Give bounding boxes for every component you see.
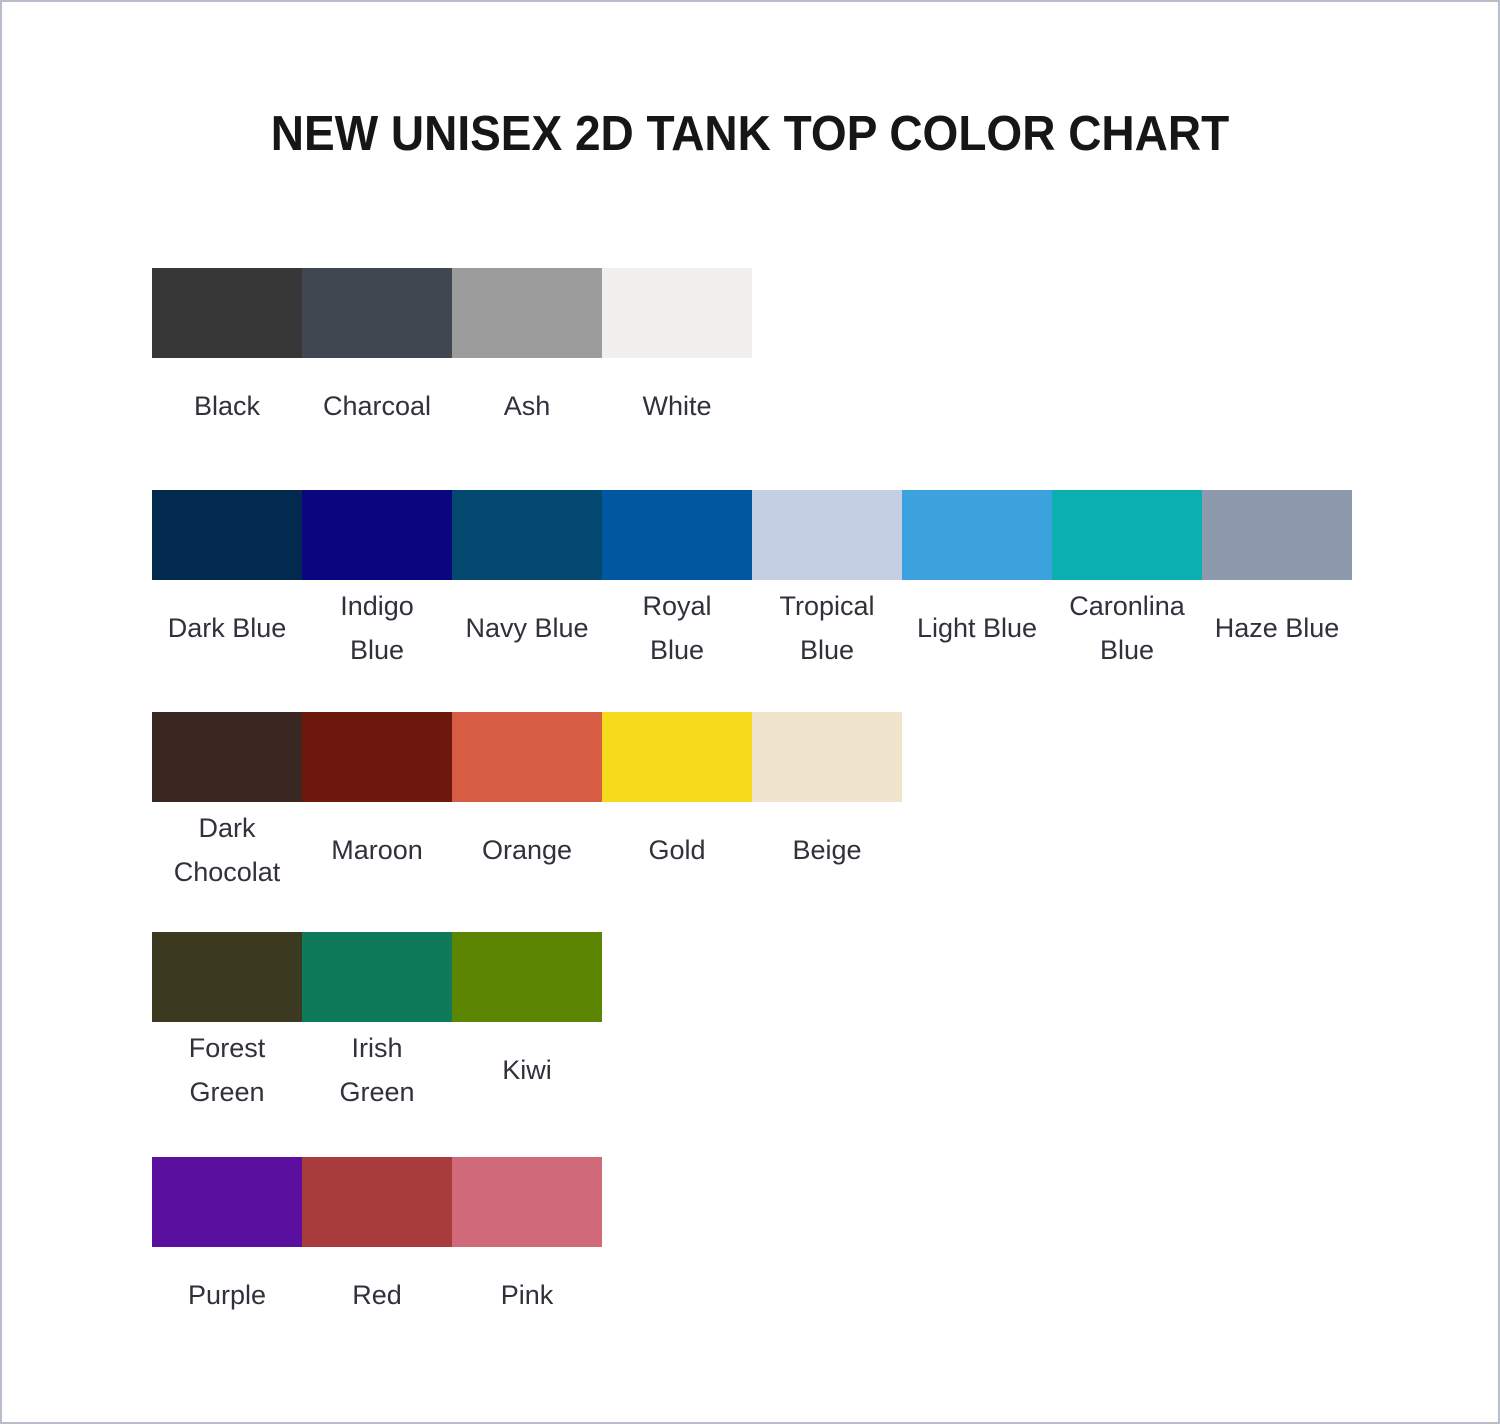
label-indigo-blue: Indigo Blue xyxy=(340,591,414,665)
label-red: Red xyxy=(352,1280,402,1310)
swatch-dark-blue xyxy=(152,490,302,580)
swatch-charcoal xyxy=(302,268,452,358)
swatch-light-blue xyxy=(902,490,1052,580)
swatch-dark-chocolat xyxy=(152,712,302,802)
label-purple: Purple xyxy=(187,1280,267,1310)
label-row-greens: Forest Green Irish Green Kiwi xyxy=(152,1024,602,1116)
label-dark-blue: Dark Blue xyxy=(167,613,287,643)
swatch-navy-blue xyxy=(452,490,602,580)
swatch-strip-neutrals xyxy=(152,268,752,358)
swatch-black xyxy=(152,268,302,358)
swatch-row-greens: Forest Green Irish Green Kiwi xyxy=(152,932,602,1116)
label-light-blue: Light Blue xyxy=(916,613,1038,643)
swatch-pink xyxy=(452,1157,602,1247)
swatch-row-warms: Dark Chocolat Maroon Orange Gold Beige xyxy=(152,712,902,896)
label-pink: Pink xyxy=(500,1280,554,1310)
label-gold: Gold xyxy=(648,835,706,865)
chart-title: NEW UNISEX 2D TANK TOP COLOR CHART xyxy=(270,105,1230,161)
swatch-indigo-blue xyxy=(302,490,452,580)
swatch-beige xyxy=(752,712,902,802)
swatch-row-blues: Dark Blue Indigo Blue Navy Blue Royal Bl… xyxy=(152,490,1352,674)
label-row-purples-reds: Purple Red Pink xyxy=(152,1249,602,1341)
label-ash: Ash xyxy=(503,391,551,421)
label-haze-blue: Haze Blue xyxy=(1214,613,1340,643)
swatch-strip-blues xyxy=(152,490,1352,580)
label-white: White xyxy=(642,391,712,421)
label-black: Black xyxy=(193,391,261,421)
label-maroon: Maroon xyxy=(331,835,423,865)
swatch-tropical-blue xyxy=(752,490,902,580)
swatch-purple xyxy=(152,1157,302,1247)
swatch-irish-green xyxy=(302,932,452,1022)
swatch-kiwi xyxy=(452,932,602,1022)
label-forest-green: Forest Green xyxy=(188,1033,266,1107)
label-irish-green: Irish Green xyxy=(339,1033,415,1107)
label-navy-blue: Navy Blue xyxy=(465,613,589,643)
label-beige: Beige xyxy=(792,835,862,865)
swatch-caronlina-blue xyxy=(1052,490,1202,580)
swatch-white xyxy=(602,268,752,358)
swatch-strip-greens xyxy=(152,932,602,1022)
swatch-orange xyxy=(452,712,602,802)
swatch-haze-blue xyxy=(1202,490,1352,580)
swatch-maroon xyxy=(302,712,452,802)
label-row-warms: Dark Chocolat Maroon Orange Gold Beige xyxy=(152,804,902,896)
label-kiwi: Kiwi xyxy=(502,1055,552,1085)
label-caronlina-blue: Caronlina Blue xyxy=(1069,591,1185,665)
label-royal-blue: Royal Blue xyxy=(642,591,712,665)
swatch-red xyxy=(302,1157,452,1247)
label-row-neutrals: Black Charcoal Ash White xyxy=(152,360,752,452)
swatch-ash xyxy=(452,268,602,358)
label-dark-chocolat: Dark Chocolat xyxy=(173,813,281,887)
swatch-row-purples-reds: Purple Red Pink xyxy=(152,1157,602,1341)
swatch-strip-warms xyxy=(152,712,902,802)
swatch-strip-purples-reds xyxy=(152,1157,602,1247)
swatch-royal-blue xyxy=(602,490,752,580)
swatch-row-neutrals: Black Charcoal Ash White xyxy=(152,268,752,452)
swatch-forest-green xyxy=(152,932,302,1022)
swatch-gold xyxy=(602,712,752,802)
label-orange: Orange xyxy=(481,835,573,865)
label-tropical-blue: Tropical Blue xyxy=(779,591,875,665)
label-row-blues: Dark Blue Indigo Blue Navy Blue Royal Bl… xyxy=(152,582,1352,674)
label-charcoal: Charcoal xyxy=(322,391,432,421)
